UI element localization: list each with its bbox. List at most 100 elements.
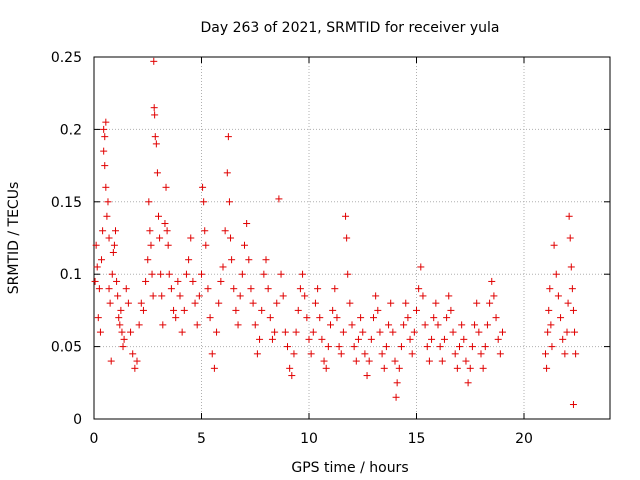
data-point — [343, 234, 351, 242]
data-point — [354, 335, 362, 343]
data-point — [148, 270, 156, 278]
data-point — [451, 350, 459, 358]
data-point — [370, 314, 377, 322]
data-point — [117, 306, 125, 314]
data-point — [410, 328, 418, 336]
data-point — [479, 364, 487, 372]
data-point — [415, 285, 423, 293]
data-point — [333, 314, 341, 322]
data-point — [385, 321, 393, 329]
data-point — [552, 270, 560, 278]
data-point — [120, 335, 128, 343]
data-point — [217, 277, 225, 285]
x-tick-label: 10 — [300, 431, 318, 447]
data-point — [348, 321, 356, 329]
data-point — [116, 321, 124, 329]
data-point — [131, 364, 139, 372]
data-point — [106, 299, 114, 307]
data-point — [182, 270, 190, 278]
data-point — [447, 306, 455, 314]
data-point — [133, 357, 141, 365]
data-point — [365, 357, 373, 365]
data-point — [101, 133, 109, 141]
data-point — [571, 328, 579, 336]
grid-lines — [94, 57, 610, 419]
data-point — [421, 321, 429, 329]
data-point — [477, 350, 485, 358]
data-point — [107, 357, 115, 365]
data-point — [419, 292, 427, 300]
data-point — [157, 270, 165, 278]
data-point — [335, 343, 343, 351]
y-axis-label: SRMTID / TECUs — [6, 182, 22, 295]
data-point — [262, 256, 270, 264]
data-point — [204, 285, 212, 293]
data-point — [438, 357, 446, 365]
data-point — [402, 299, 410, 307]
data-points — [91, 57, 580, 409]
data-point — [391, 357, 399, 365]
data-point — [318, 335, 326, 343]
data-point — [346, 299, 354, 307]
data-point — [546, 285, 554, 293]
data-point — [110, 241, 118, 249]
data-point — [150, 104, 158, 112]
data-point — [545, 306, 553, 314]
data-point — [245, 256, 253, 264]
data-point — [288, 372, 296, 380]
data-point — [153, 169, 161, 177]
data-point — [393, 379, 401, 387]
data-point — [430, 314, 438, 322]
data-point — [94, 314, 102, 322]
x-tick-label: 20 — [515, 431, 533, 447]
data-point — [202, 241, 210, 249]
data-point — [331, 285, 339, 293]
data-point — [547, 321, 555, 329]
data-point — [264, 285, 272, 293]
chart-title: Day 263 of 2021, SRMTID for receiver yul… — [200, 20, 499, 36]
data-point — [152, 140, 160, 148]
data-point — [475, 328, 483, 336]
data-point — [490, 292, 498, 300]
data-point — [176, 292, 184, 300]
data-point — [193, 321, 201, 329]
data-point — [329, 306, 337, 314]
data-point — [423, 343, 431, 351]
data-point — [271, 328, 279, 336]
data-point — [151, 111, 159, 119]
data-point — [163, 227, 171, 235]
data-point — [337, 350, 345, 358]
data-point — [404, 314, 412, 322]
data-point — [224, 133, 232, 141]
data-point — [322, 364, 330, 372]
data-point — [199, 183, 207, 191]
data-point — [464, 379, 472, 387]
data-point — [95, 285, 103, 293]
data-point — [561, 350, 569, 358]
data-point — [483, 321, 491, 329]
data-point — [155, 212, 162, 220]
data-point — [234, 321, 242, 329]
data-point — [327, 321, 334, 329]
data-point — [284, 343, 291, 351]
data-point — [156, 234, 164, 242]
data-point — [548, 343, 556, 351]
data-point — [256, 335, 264, 343]
data-point — [314, 285, 322, 293]
data-point — [241, 241, 248, 249]
data-point — [382, 343, 390, 351]
data-point — [374, 306, 382, 314]
data-point — [170, 306, 178, 314]
data-point — [213, 328, 221, 336]
data-point — [342, 212, 350, 220]
data-point — [275, 195, 283, 203]
x-tick-label: 15 — [408, 431, 426, 447]
data-point — [311, 299, 319, 307]
data-point — [468, 343, 476, 351]
data-point — [223, 169, 231, 177]
x-axis-label: GPS time / hours — [291, 460, 408, 476]
data-point — [367, 335, 375, 343]
data-point — [473, 299, 481, 307]
data-point — [198, 270, 205, 278]
y-tick-label: 0.05 — [51, 340, 82, 356]
